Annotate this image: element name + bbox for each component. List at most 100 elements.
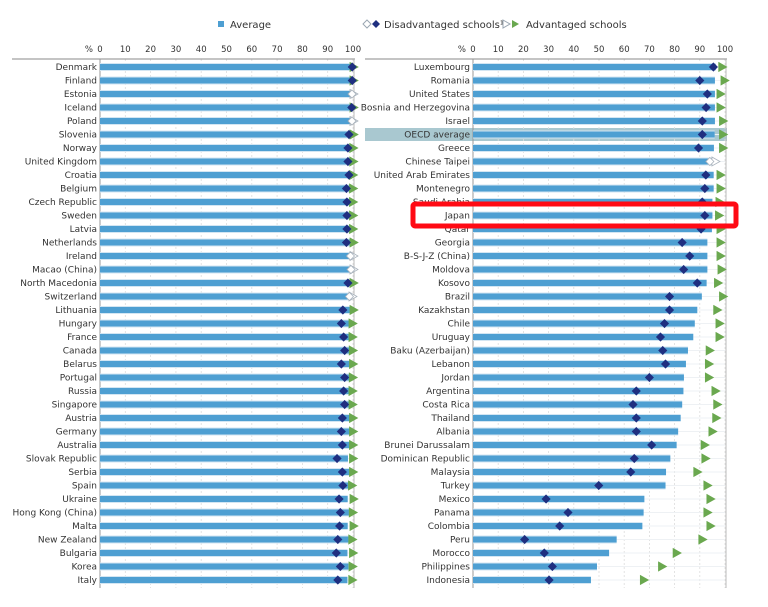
disadvantaged-diamond-marker [679, 264, 689, 275]
average-bar [473, 509, 644, 516]
disadvantaged-diamond-marker [544, 575, 554, 585]
row-spain: Spain [72, 480, 358, 492]
average-bar [473, 158, 713, 165]
row-israel: Israel [445, 115, 729, 127]
row-kosovo: Kosovo [438, 277, 725, 289]
category-label: Latvia [70, 225, 97, 235]
row-switzerland: Switzerland [45, 291, 358, 303]
category-label: Philippines [422, 563, 471, 573]
row-malaysia: Malaysia [431, 466, 725, 478]
row-canada: Canada [63, 345, 359, 357]
average-bar [100, 347, 351, 354]
x-tick-label: 80 [669, 45, 680, 55]
advantaged-triangle-marker [708, 426, 718, 437]
category-label: Hong Kong (China) [12, 509, 97, 519]
x-tick-label: 90 [322, 45, 333, 55]
average-bar [100, 550, 348, 556]
legend-hollow-diamond-icon [362, 19, 372, 29]
average-bar [100, 212, 352, 219]
category-label: United States [409, 90, 470, 100]
disadvantaged-diamond-marker [547, 561, 557, 572]
disadvantaged-diamond-marker [701, 102, 711, 113]
disadvantaged-diamond-marker [539, 548, 549, 558]
row-bulgaria: Bulgaria [60, 547, 359, 559]
panel-1: 0 10 20 30 40 50 60 70 80 90 100% Denmark Finland Est… [12, 45, 361, 588]
category-label: Belarus [63, 360, 97, 370]
average-bar [473, 320, 695, 327]
category-label: Canada [63, 347, 97, 357]
category-label: Malaysia [431, 468, 470, 478]
average-bar [100, 253, 352, 259]
legend-triangle-icon [512, 20, 519, 28]
average-bar [473, 455, 671, 462]
average-bar [100, 374, 351, 381]
row-morocco: Morocco [432, 547, 725, 559]
disadvantaged-diamond-marker [677, 237, 687, 248]
advantaged-triangle-marker [716, 169, 726, 181]
average-bar [100, 320, 350, 327]
average-bar [100, 239, 351, 246]
legend-hollow-triangle-icon [502, 19, 512, 29]
average-bar [473, 334, 694, 340]
advantaged-triangle-marker [349, 493, 359, 505]
disadvantaged-diamond-marker [700, 210, 710, 221]
average-bar [473, 145, 714, 151]
disadvantaged-diamond-marker [338, 305, 348, 315]
row-colombia: Colombia [428, 520, 725, 532]
row-denmark: Denmark [56, 61, 359, 73]
category-label: Uruguay [432, 333, 471, 343]
disadvantaged-diamond-marker [659, 318, 670, 329]
average-bar [473, 64, 716, 70]
row-netherlands: Netherlands [42, 237, 359, 249]
row-romania: Romania [431, 75, 730, 87]
category-label: Lithuania [55, 306, 97, 316]
category-label: Japan [444, 212, 470, 222]
category-label: Brunei Darussalam [384, 441, 470, 451]
row-hungary: Hungary [59, 318, 358, 330]
average-bar [100, 496, 348, 502]
row-belgium: Belgium [60, 183, 359, 195]
category-label: Mexico [439, 495, 471, 505]
average-bar [473, 280, 707, 286]
average-bar [100, 145, 352, 151]
advantaged-triangle-marker [705, 345, 715, 356]
row-slovak-republic: Slovak Republic [26, 453, 359, 465]
disadvantaged-diamond-marker [701, 170, 711, 180]
x-tick-label: 30 [170, 45, 181, 55]
x-tick-label: 50 [221, 45, 232, 55]
average-bar [100, 577, 348, 583]
disadvantaged-diamond-marker [341, 237, 351, 248]
advantaged-triangle-marker [716, 250, 726, 262]
category-label: Italy [77, 576, 97, 586]
advantaged-triangle-marker [703, 480, 713, 491]
average-bar [473, 388, 684, 394]
disadvantaged-diamond-marker [344, 291, 355, 302]
category-label: Ireland [66, 252, 97, 262]
advantaged-triangle-marker [348, 574, 358, 586]
row-indonesia: Indonesia [426, 574, 725, 586]
category-label: United Arab Emirates [374, 171, 471, 181]
disadvantaged-diamond-marker [629, 453, 639, 464]
disadvantaged-diamond-marker [692, 278, 702, 288]
disadvantaged-diamond-marker [345, 251, 356, 261]
average-bar [100, 293, 352, 300]
advantaged-triangle-marker [719, 291, 729, 302]
row-iceland: Iceland [64, 102, 359, 114]
x-tick-label: 0 [470, 45, 475, 55]
row-mexico: Mexico [439, 493, 725, 505]
advantaged-triangle-marker [718, 61, 728, 73]
category-label: Chile [447, 320, 470, 330]
row-chinese-taipei: Chinese Taipei [405, 156, 725, 168]
average-bar [100, 280, 352, 286]
disadvantaged-diamond-marker [520, 534, 530, 545]
row-chile: Chile [447, 318, 725, 330]
row-czech-republic: Czech Republic [28, 196, 359, 208]
disadvantaged-diamond-marker [339, 332, 349, 342]
average-bar [100, 509, 349, 516]
disadvantaged-diamond-marker [343, 143, 353, 153]
advantaged-triangle-marker [348, 331, 358, 343]
category-label: Norway [63, 144, 98, 154]
row-belarus: Belarus [63, 358, 359, 370]
disadvantaged-diamond-marker [337, 413, 347, 423]
